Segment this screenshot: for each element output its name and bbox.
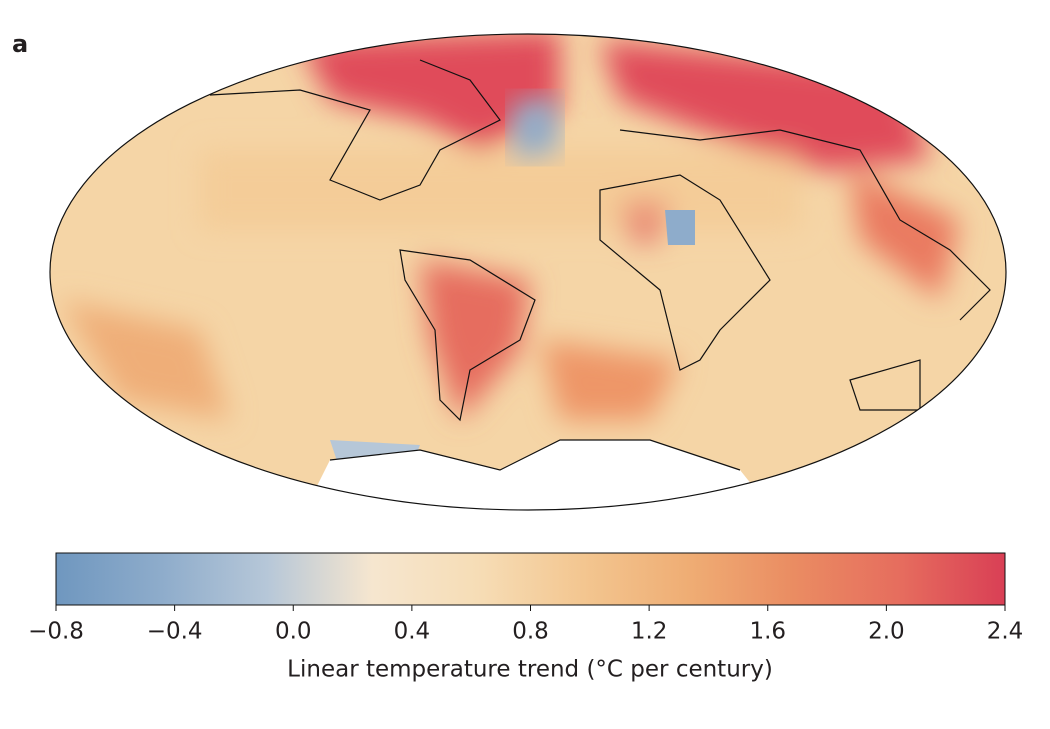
colorbar-label: Linear temperature trend (°C per century… — [287, 657, 773, 683]
tick-label: 1.6 — [749, 619, 786, 645]
tick-label: −0.8 — [28, 619, 84, 645]
colorbar-ticks: −0.8 −0.4 0.0 0.4 0.8 1.2 1.6 2.0 2.4 — [28, 605, 1023, 645]
tick-label: 0.0 — [275, 619, 312, 645]
tick-label: 1.2 — [631, 619, 668, 645]
tick-label: 0.4 — [394, 619, 431, 645]
panel-label: a — [12, 30, 28, 58]
tick-label: 2.0 — [868, 619, 905, 645]
map-outline — [49, 33, 1007, 511]
tick-label: −0.4 — [147, 619, 203, 645]
tick-label: 0.8 — [512, 619, 549, 645]
map — [50, 34, 1006, 510]
colorbar — [55, 552, 1006, 606]
tick-label: 2.4 — [987, 619, 1024, 645]
